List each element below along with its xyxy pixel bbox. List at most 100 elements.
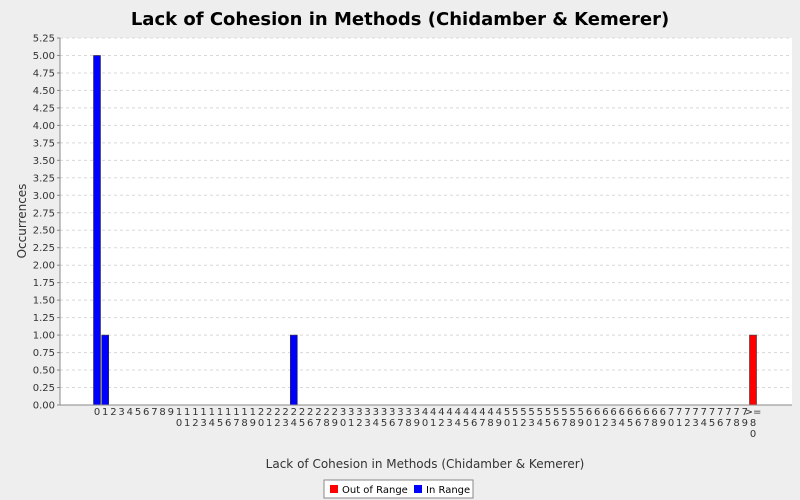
x-tick-label: 9: [168, 407, 174, 418]
legend-swatch-in-range: [414, 485, 422, 493]
y-tick-label: 1.50: [33, 296, 55, 307]
y-tick-label: 4.00: [33, 121, 55, 132]
x-tick-label: 4: [127, 407, 133, 418]
y-tick-label: 2.00: [33, 261, 55, 272]
y-tick-label: 0.75: [33, 348, 55, 359]
legend-swatch-out-of-range: [330, 485, 338, 493]
x-tick-label: 8: [159, 407, 165, 418]
y-tick-label: 4.50: [33, 86, 55, 97]
bar-in-range: [101, 334, 109, 406]
y-tick-label: 3.00: [33, 191, 55, 202]
y-tick-label: 3.25: [33, 173, 55, 184]
y-tick-label: 2.75: [33, 208, 55, 219]
y-tick-label: 1.00: [33, 331, 55, 342]
y-tick-label: 2.50: [33, 226, 55, 237]
chart-title: Lack of Cohesion in Methods (Chidamber &…: [131, 9, 669, 30]
x-tick-label: 2: [110, 407, 116, 418]
y-tick-label: 0.00: [33, 401, 55, 412]
grid-lines: [60, 37, 792, 389]
x-tick-label: 3: [118, 407, 124, 418]
x-tick-label: 1: [102, 407, 108, 418]
y-tick-label: 5.25: [33, 34, 55, 45]
y-tick-label: 0.50: [33, 366, 55, 377]
x-tick-label: 0: [94, 407, 100, 418]
x-tick-label: 5: [135, 407, 141, 418]
bar-in-range: [289, 334, 298, 406]
y-tick-label: 2.25: [33, 243, 55, 254]
y-axis-label: Occurrences: [15, 184, 29, 259]
legend-label-in-range: In Range: [426, 485, 470, 496]
y-tick-label: 3.50: [33, 156, 55, 167]
x-tick-label: 7: [151, 407, 157, 418]
y-tick-label: 3.75: [33, 138, 55, 149]
y-tick-label: 5.00: [33, 51, 55, 62]
legend-box: [323, 479, 474, 499]
legend-label-out-of-range: Out of Range: [342, 485, 408, 496]
x-tick-label: >= 8 0: [745, 407, 762, 440]
legend: Out of Range In Range: [323, 479, 474, 499]
y-tick-label: 4.25: [33, 103, 55, 114]
